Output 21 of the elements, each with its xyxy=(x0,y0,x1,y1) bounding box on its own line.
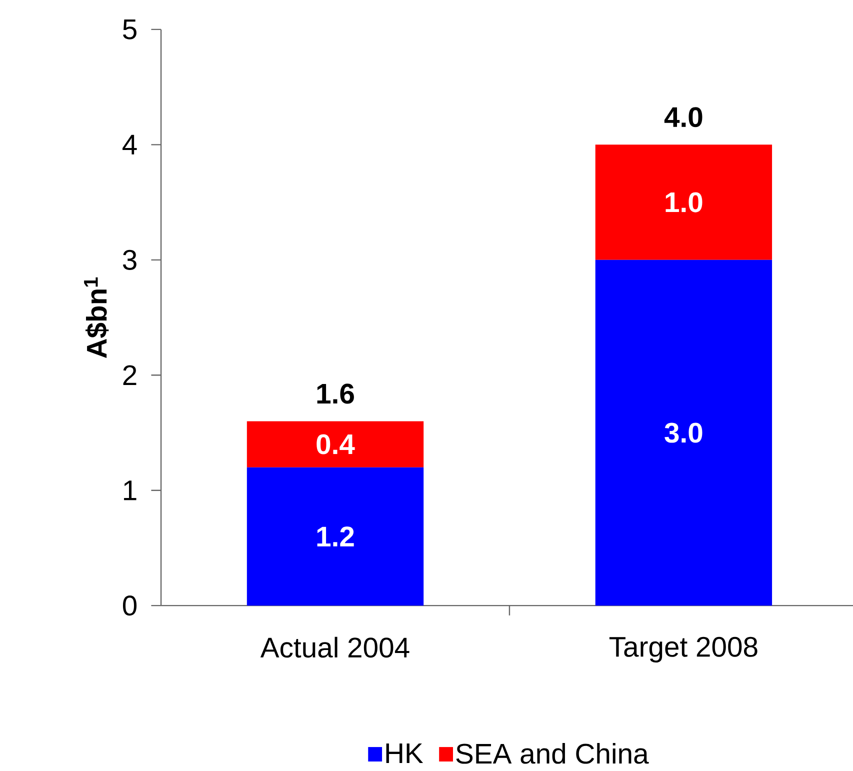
x-tick-label: Target 2008 xyxy=(609,636,758,662)
y-tick-label: 5 xyxy=(123,19,136,40)
data-label: 0.4 xyxy=(316,434,355,454)
y-tick-label: 0 xyxy=(122,595,137,616)
data-label: 1.0 xyxy=(666,192,702,212)
y-tick-label: 2 xyxy=(123,365,136,385)
x-tick-label: Actual 2004 xyxy=(260,636,410,658)
legend-label: HK xyxy=(386,743,424,763)
data-label: 3.0 xyxy=(664,422,702,443)
y-tick-label: 4 xyxy=(122,134,137,154)
legend-label: SEA and China xyxy=(456,742,649,764)
total-label: 1.6 xyxy=(317,383,354,404)
total-label: 4.0 xyxy=(664,106,702,127)
bar xyxy=(246,467,424,606)
bar xyxy=(246,420,424,468)
y-axis-title: A$bn$^{1}$ xyxy=(84,277,109,358)
y-tick-label: 1 xyxy=(124,480,136,500)
data-label: 1.2 xyxy=(317,526,354,546)
y-tick-label: 3 xyxy=(122,250,136,270)
bar xyxy=(595,260,772,606)
bar xyxy=(595,144,772,260)
